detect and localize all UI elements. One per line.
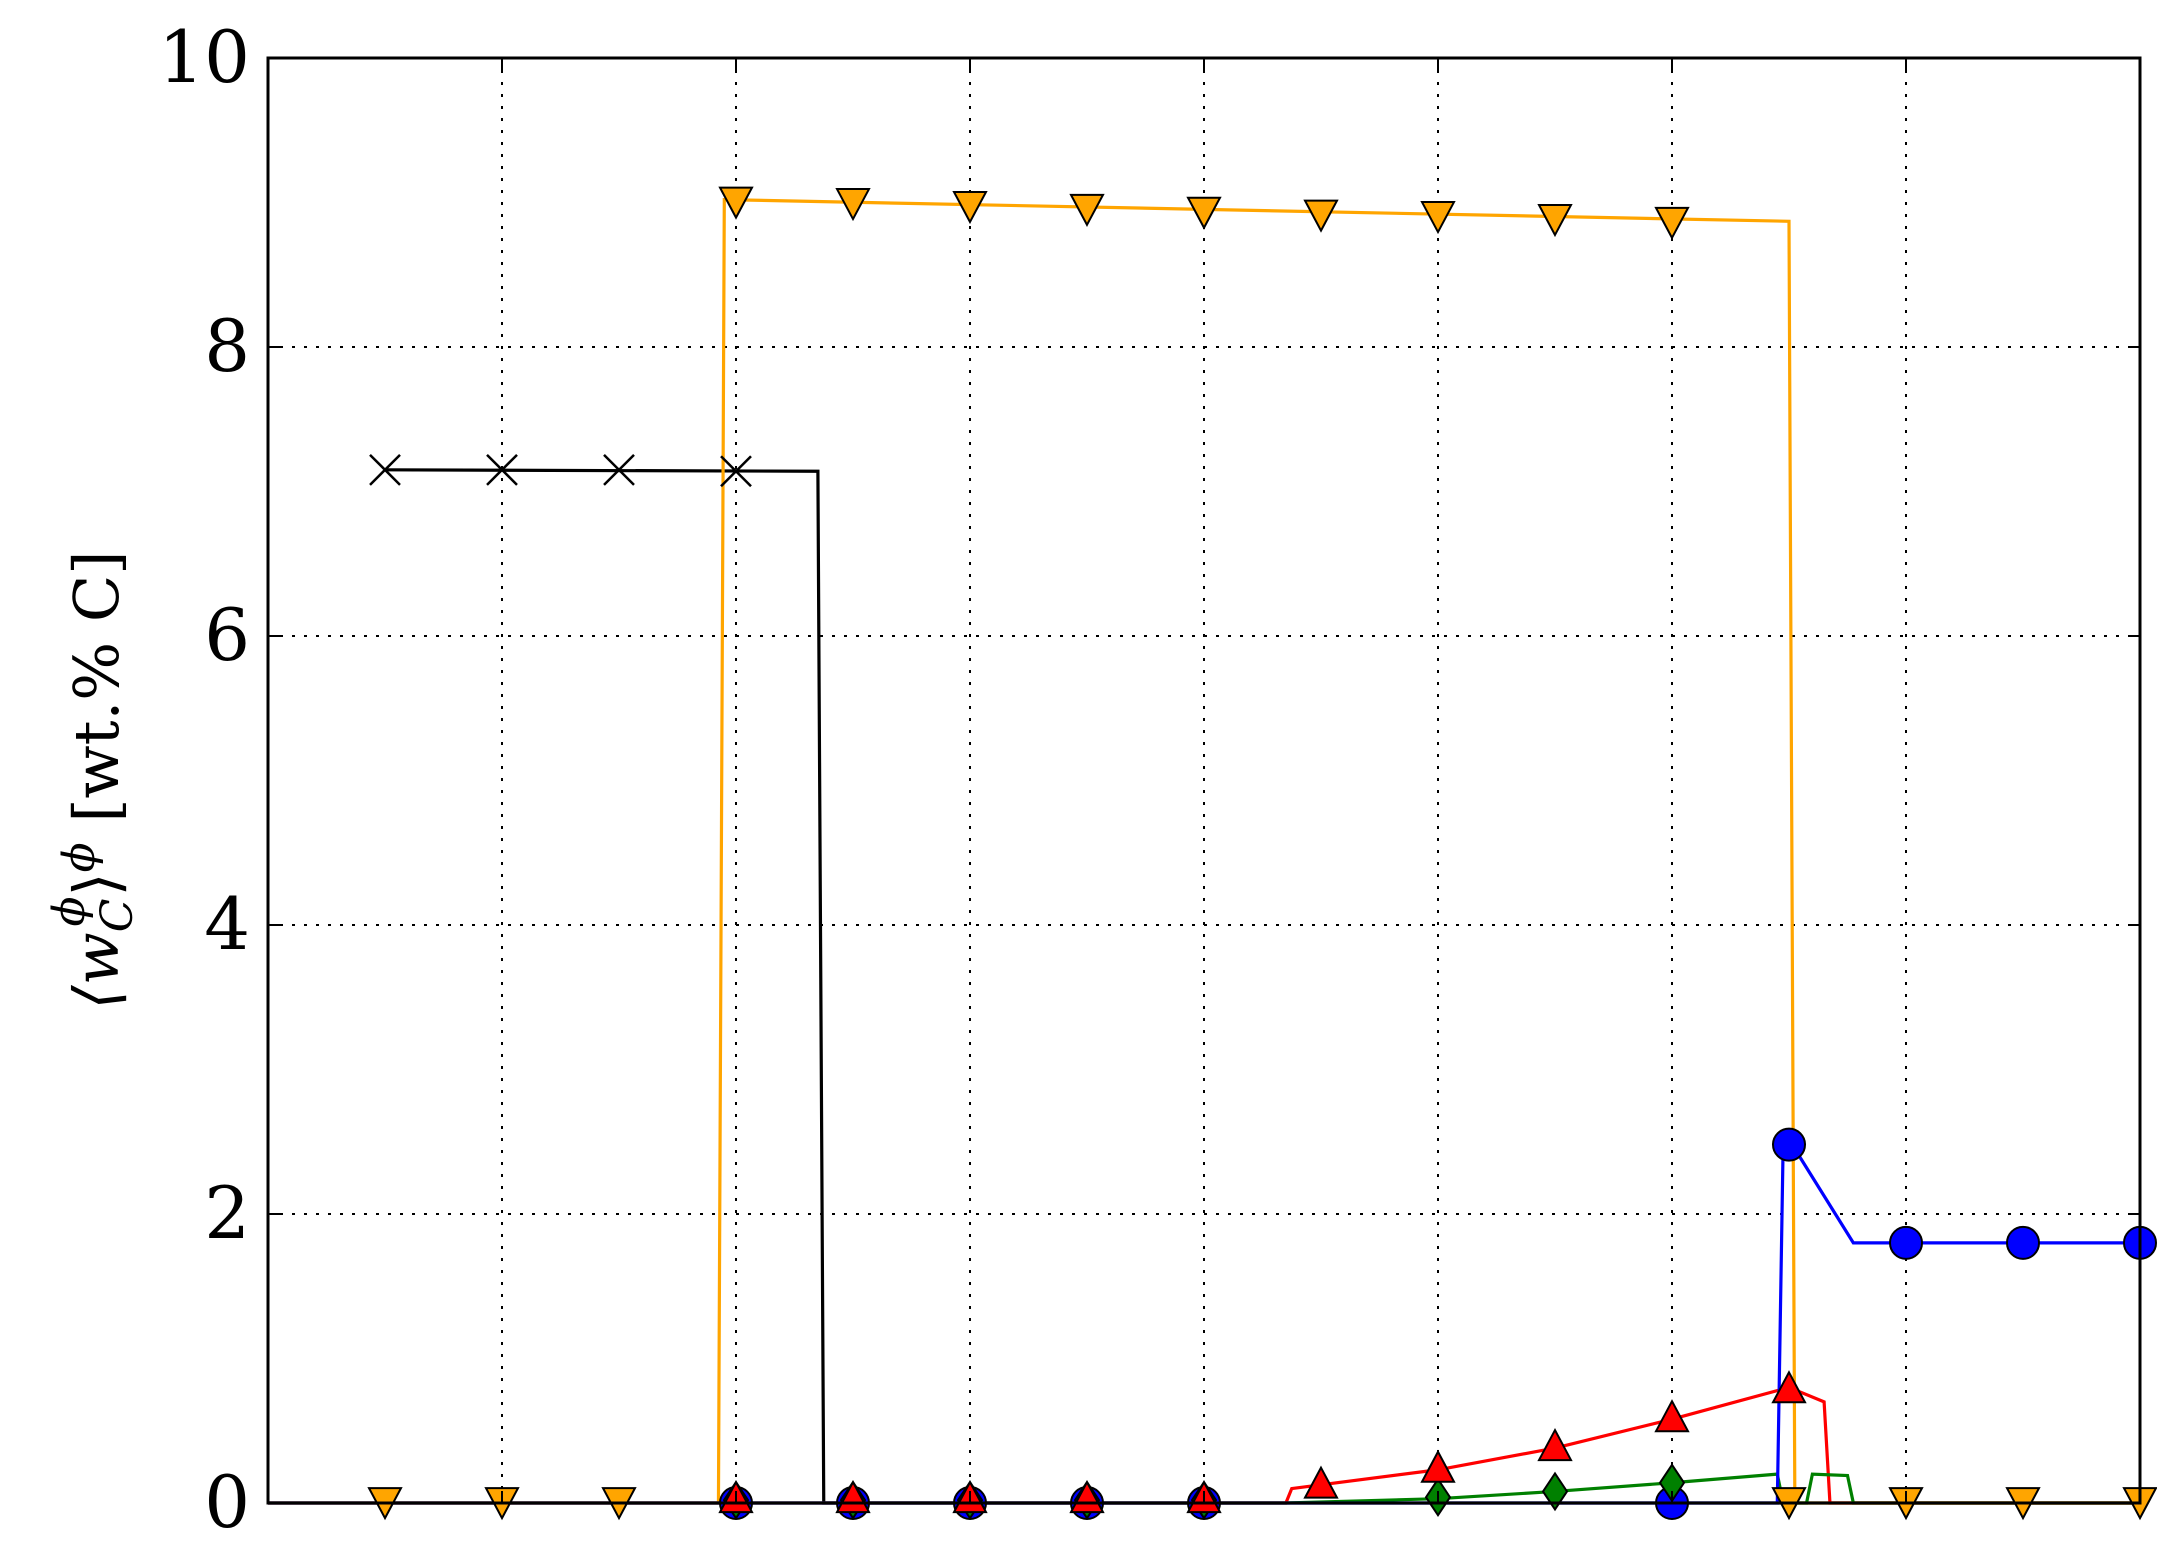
data-point-triangle-up	[1420, 1449, 1456, 1483]
y-tick-label: 4	[204, 882, 250, 966]
y-axis-label-sub: C	[92, 899, 143, 933]
data-point-triangle-up	[1537, 1427, 1573, 1462]
data-point-triangle-up	[835, 1479, 871, 1514]
y-tick-label: 10	[158, 15, 250, 99]
y-tick-label: 2	[204, 1171, 250, 1255]
data-point-triangle-down	[952, 190, 988, 225]
data-point-triangle-down	[1654, 206, 1690, 240]
axis-ticks	[268, 57, 2140, 1504]
data-point-circle	[1889, 1225, 1923, 1260]
y-axis-label-open: ⟨w	[60, 932, 133, 1009]
data-point-triangle-down	[1186, 196, 1222, 230]
data-point-triangle-up	[1303, 1465, 1339, 1499]
data-point-x-marker	[720, 455, 752, 488]
y-axis-label-unit: [wt.% C]	[60, 551, 133, 843]
data-point-triangle-down	[1069, 193, 1105, 227]
y-tick-label: 0	[204, 1460, 250, 1544]
data-point-triangle-down	[1537, 203, 1573, 238]
data-point-triangle-up	[1069, 1479, 1105, 1514]
y-tick-label: 8	[204, 304, 250, 388]
data-point-triangle-down	[718, 186, 754, 220]
data-point-x-marker	[603, 453, 635, 486]
data-point-x-marker	[369, 453, 401, 486]
y-axis-label-sup2: ϕ	[54, 842, 105, 872]
series-line	[268, 1385, 2140, 1505]
data-point-diamond	[1541, 1471, 1569, 1512]
data-point-triangle-down	[1420, 201, 1456, 235]
y-axis-label-sup: ϕ	[44, 897, 95, 927]
data-point-triangle-down	[835, 188, 871, 222]
data-point-triangle-down	[1303, 199, 1339, 233]
y-axis-label-close: ⟩	[60, 872, 133, 896]
data-point-triangle-up	[1771, 1370, 1807, 1404]
y-tick-label: 6	[204, 593, 250, 677]
y-axis-label: ⟨wCϕ⟩ϕ [wt.% C]	[44, 551, 143, 1010]
grid-lines	[268, 58, 2140, 1503]
data-point-x-marker	[486, 453, 518, 486]
y-tick-labels: 0 2 4 6 8 10	[158, 15, 250, 1544]
data-point-triangle-up	[1654, 1399, 1690, 1433]
data-point-circle	[2006, 1225, 2040, 1260]
data-point-circle	[1772, 1127, 1806, 1162]
